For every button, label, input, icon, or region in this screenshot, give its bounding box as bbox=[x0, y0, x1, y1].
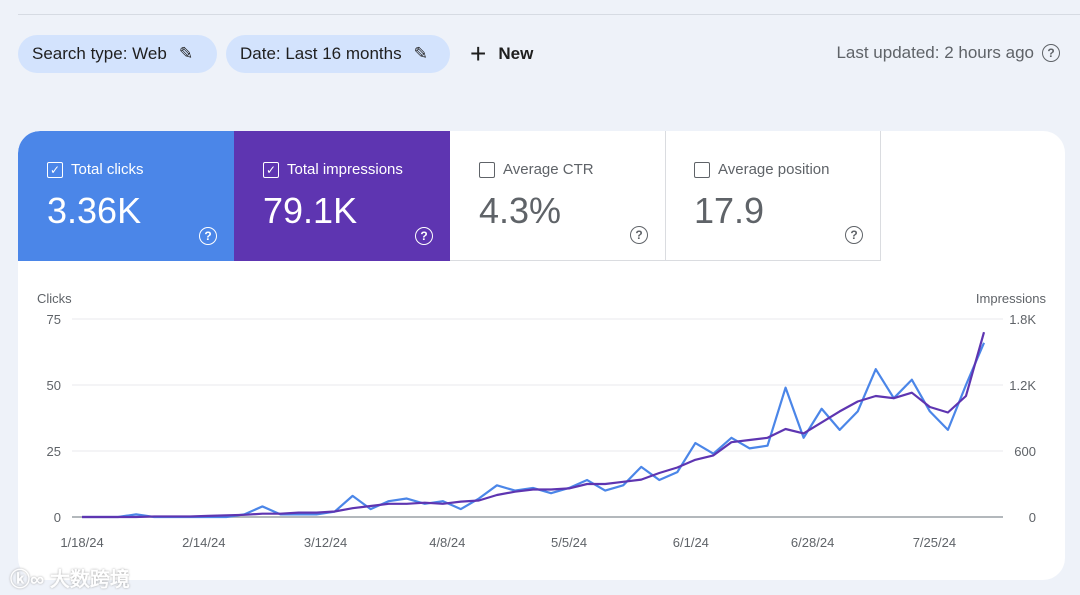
metric-value: 4.3% bbox=[479, 190, 562, 231]
right-tick-label: 1.2K bbox=[1009, 378, 1036, 393]
pencil-icon: ✎ bbox=[413, 44, 428, 63]
plus-icon: + bbox=[470, 38, 487, 69]
left-tick-label: 0 bbox=[54, 510, 61, 525]
x-tick-label: 7/25/24 bbox=[913, 535, 956, 550]
last-updated: Last updated: 2 hours ago ? bbox=[836, 43, 1060, 63]
metric-label: Average position bbox=[718, 161, 830, 178]
right-tick-label: 600 bbox=[1014, 444, 1036, 459]
metric-value: 3.36K bbox=[47, 190, 142, 231]
help-icon[interactable]: ? bbox=[845, 226, 863, 244]
x-tick-label: 3/12/24 bbox=[304, 535, 347, 550]
metric-label: Total impressions bbox=[287, 161, 403, 178]
series-line-impressions bbox=[82, 331, 986, 519]
checkbox-checked-icon[interactable]: ✓ bbox=[47, 161, 63, 178]
x-tick-label: 6/1/24 bbox=[673, 535, 709, 550]
left-axis-label: Clicks bbox=[37, 291, 72, 306]
watermark-logo: ⓚ∞ 大数跨境 bbox=[10, 569, 130, 591]
checkbox-unchecked-icon[interactable] bbox=[479, 161, 495, 178]
checkbox-checked-icon[interactable]: ✓ bbox=[263, 161, 279, 178]
x-tick-label: 2/14/24 bbox=[182, 535, 225, 550]
metric-label: Total clicks bbox=[71, 161, 144, 178]
x-tick-label: 5/5/24 bbox=[551, 535, 587, 550]
metric-value: 79.1K bbox=[263, 190, 358, 231]
filter-label: Search type: Web bbox=[32, 44, 167, 63]
right-axis-label: Impressions bbox=[976, 291, 1047, 306]
help-icon[interactable]: ? bbox=[1042, 44, 1060, 62]
left-tick-label: 25 bbox=[47, 444, 61, 459]
checkbox-unchecked-icon[interactable] bbox=[694, 161, 710, 178]
date-filter[interactable]: Date: Last 16 months ✎ bbox=[226, 35, 450, 73]
right-tick-label: 1.8K bbox=[1009, 312, 1036, 327]
divider bbox=[18, 14, 1080, 15]
metric-average-position[interactable]: Average position 17.9 ? bbox=[665, 131, 881, 261]
metric-average-ctr[interactable]: Average CTR 4.3% ? bbox=[450, 131, 666, 261]
search-type-filter[interactable]: Search type: Web ✎ bbox=[18, 35, 217, 73]
x-tick-label: 1/18/24 bbox=[60, 535, 103, 550]
performance-chart: Clicks Impressions 0 0 25 600 50 1.2K 75 1.8K 1/… bbox=[37, 291, 1047, 550]
left-tick-label: 50 bbox=[47, 378, 61, 393]
last-updated-text: Last updated: 2 hours ago bbox=[836, 43, 1034, 62]
metric-total-clicks[interactable]: ✓ Total clicks 3.36K ? bbox=[18, 131, 234, 261]
help-icon[interactable]: ? bbox=[415, 227, 433, 245]
metric-value: 17.9 bbox=[694, 190, 765, 231]
pencil-icon: ✎ bbox=[178, 44, 194, 63]
right-tick-label: 0 bbox=[1029, 510, 1036, 525]
x-tick-label: 6/28/24 bbox=[791, 535, 834, 550]
series-line-clicks bbox=[82, 342, 986, 519]
metric-total-impressions[interactable]: ✓ Total impressions 79.1K ? bbox=[234, 131, 450, 261]
new-filter-button[interactable]: + New bbox=[470, 35, 533, 73]
x-tick-label: 4/8/24 bbox=[429, 535, 465, 550]
new-label: New bbox=[498, 44, 534, 63]
filter-label: Date: Last 16 months bbox=[240, 44, 402, 63]
help-icon[interactable]: ? bbox=[199, 227, 217, 245]
performance-panel: ✓ Total clicks 3.36K ? ✓ Total impressions… bbox=[18, 131, 1065, 580]
help-icon[interactable]: ? bbox=[630, 226, 648, 244]
left-tick-label: 75 bbox=[47, 312, 61, 327]
metric-label: Average CTR bbox=[503, 161, 594, 178]
